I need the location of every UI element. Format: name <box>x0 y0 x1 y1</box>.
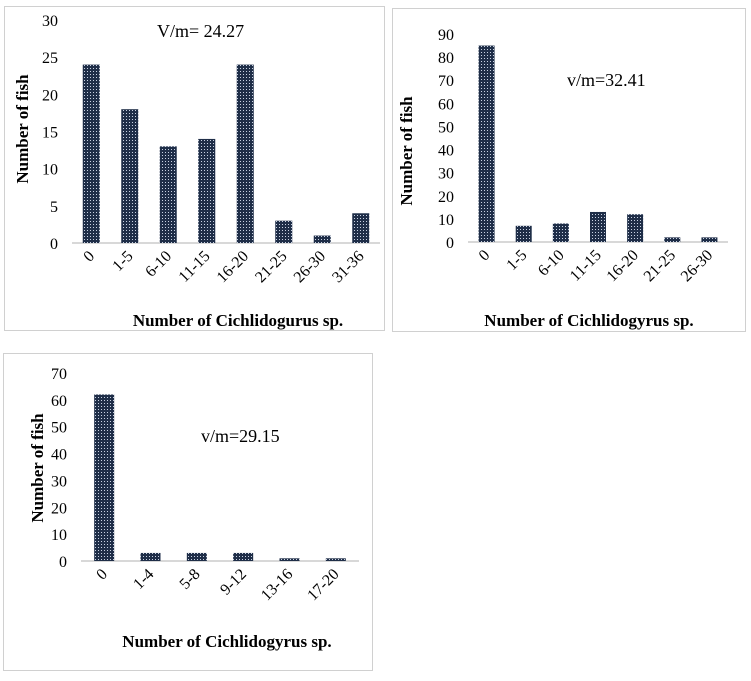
chart-panel-3: v/m=29.15 Number of fish Number of Cichl… <box>3 353 373 671</box>
chart-1-x-tick: 11-15 <box>176 248 214 286</box>
chart-3-y-tick: 70 <box>51 366 67 383</box>
chart-1-bar <box>313 235 331 243</box>
chart-1-bar <box>275 220 293 243</box>
chart-3-x-tick: 13-16 <box>258 566 296 604</box>
chart-3-x-axis-label: Number of Cichlidogyrus sp. <box>122 632 331 651</box>
chart-1: V/m= 24.27 Number of fish Number of Cich… <box>13 13 380 330</box>
chart-1-y-tick: 30 <box>42 13 58 30</box>
chart-1-bar <box>121 109 139 243</box>
chart-1-x-tick: 31-36 <box>329 248 367 286</box>
chart-2-x-tick: 0 <box>476 247 494 265</box>
chart-1-annotation: V/m= 24.27 <box>157 21 244 41</box>
chart-1-x-tick: 21-25 <box>252 248 290 286</box>
chart-2-x-tick: 21-25 <box>641 247 679 285</box>
chart-2-y-tick: 80 <box>438 50 454 67</box>
chart-2-y-tick: 90 <box>438 27 454 44</box>
chart-3: v/m=29.15 Number of fish Number of Cichl… <box>28 366 359 651</box>
chart-1-bar <box>236 64 254 243</box>
chart-3-y-tick: 60 <box>51 393 67 410</box>
chart-panel-1: V/m= 24.27 Number of fish Number of Cich… <box>4 6 385 331</box>
chart-3-bar <box>186 552 207 561</box>
chart-2-bar <box>627 214 644 242</box>
chart-3-bar <box>279 558 300 561</box>
chart-2-bar <box>552 223 569 242</box>
chart-3-bar <box>94 394 115 561</box>
chart-3-bar <box>325 558 346 561</box>
chart-1-y-axis-label: Number of fish <box>13 74 32 184</box>
chart-3-y-axis-label: Number of fish <box>28 413 47 523</box>
chart-2-y-tick: 60 <box>438 96 454 113</box>
chart-2-bar <box>515 225 532 242</box>
chart-3-bar <box>140 552 161 561</box>
chart-2-bar <box>701 237 718 242</box>
chart-1-bar <box>198 138 216 243</box>
chart-3-x-tick: 1-4 <box>130 566 157 593</box>
chart-3-x-tick: 9-12 <box>217 566 250 599</box>
chart-2-annotation: v/m=32.41 <box>567 70 646 90</box>
chart-panel-2: v/m=32.41 Number of fish Number of Cichl… <box>392 8 746 332</box>
chart-1-bar <box>352 213 370 243</box>
chart-1-y-tick: 25 <box>42 50 58 67</box>
chart-1-x-tick: 0 <box>80 248 98 266</box>
chart-2-x-tick: 16-20 <box>604 247 642 285</box>
chart-2-bar <box>664 237 681 242</box>
chart-2-x-axis-label: Number of Cichlidogyrus sp. <box>484 311 693 330</box>
chart-3-y-tick: 40 <box>51 447 67 464</box>
chart-3-y-tick: 50 <box>51 420 67 437</box>
chart-3-bar <box>233 552 254 561</box>
chart-3-y-tick: 20 <box>51 500 67 517</box>
chart-2-y-tick: 30 <box>438 166 454 183</box>
chart-2-y-tick: 40 <box>438 143 454 160</box>
chart-1-y-tick: 15 <box>42 125 58 142</box>
chart-3-annotation: v/m=29.15 <box>201 426 280 446</box>
chart-2-x-tick: 6-10 <box>535 247 568 280</box>
chart-1-x-tick: 16-20 <box>214 248 252 286</box>
chart-2-y-tick: 50 <box>438 119 454 136</box>
chart-2-y-tick: 0 <box>446 235 454 252</box>
chart-3-y-tick: 0 <box>59 554 67 571</box>
chart-2-x-tick: 1-5 <box>503 247 530 274</box>
chart-1-x-tick: 26-30 <box>291 248 329 286</box>
chart-2-y-axis-label: Number of fish <box>397 96 416 206</box>
chart-1-bar <box>82 64 100 243</box>
chart-2: v/m=32.41 Number of fish Number of Cichl… <box>397 27 728 330</box>
chart-3-y-tick: 10 <box>51 527 67 544</box>
chart-1-x-tick: 1-5 <box>109 248 136 275</box>
chart-1-x-tick: 6-10 <box>142 248 175 281</box>
chart-3-x-tick: 0 <box>93 566 111 584</box>
chart-3-x-tick: 17-20 <box>304 566 342 604</box>
chart-1-x-axis-label: Number of Cichlidogurus sp. <box>133 311 343 330</box>
chart-1-bar <box>159 146 177 243</box>
chart-2-x-tick: 26-30 <box>678 247 716 285</box>
chart-1-y-tick: 0 <box>50 236 58 253</box>
chart-3-y-tick: 30 <box>51 473 67 490</box>
chart-2-y-tick: 70 <box>438 73 454 90</box>
chart-2-bar <box>590 211 606 242</box>
chart-2-y-tick: 20 <box>438 189 454 206</box>
chart-1-y-tick: 5 <box>50 199 58 216</box>
chart-1-y-tick: 10 <box>42 162 58 179</box>
chart-2-bar <box>478 45 495 242</box>
chart-3-x-tick: 5-8 <box>177 566 204 593</box>
chart-2-y-tick: 10 <box>438 212 454 229</box>
chart-1-y-tick: 20 <box>42 87 58 104</box>
chart-2-x-tick: 11-15 <box>567 247 605 285</box>
